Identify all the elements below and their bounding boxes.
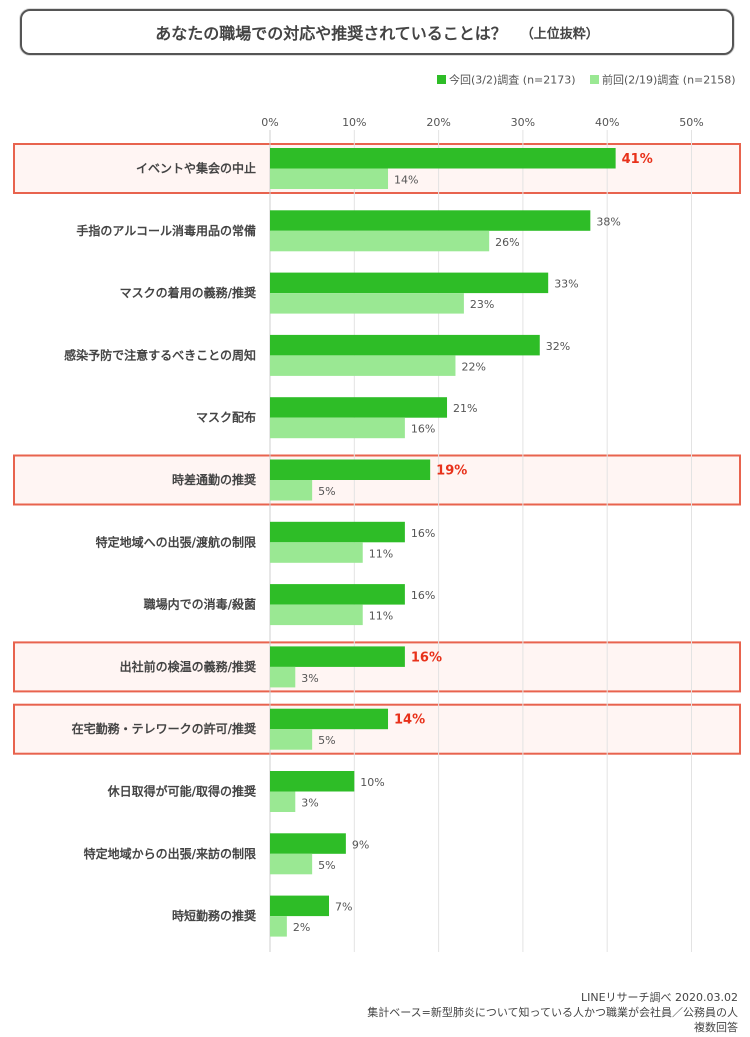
- bar-current: [270, 210, 591, 231]
- data-label-current: 32%: [546, 340, 570, 353]
- bar-previous: [270, 542, 363, 563]
- data-label-previous: 26%: [495, 236, 519, 249]
- base-note: 集計ベース=新型肺炎について知っている人かつ職業が会社員／公務員の人: [367, 1006, 738, 1019]
- bar-current: [270, 646, 405, 667]
- category-label: 時差通勤の推奨: [172, 472, 257, 487]
- data-label-previous: 23%: [470, 298, 494, 311]
- data-label-current: 9%: [352, 838, 369, 851]
- bar-previous: [270, 168, 389, 189]
- bar-previous: [270, 355, 456, 376]
- chart-title: あなたの職場での対応や推奨されていることは？: [155, 24, 507, 43]
- data-label-current: 7%: [335, 901, 352, 914]
- bar-current: [270, 521, 405, 543]
- category-label: 職場内での消毒/殺菌: [144, 597, 256, 612]
- source-note: LINEリサーチ調べ 2020.03.02: [580, 991, 738, 1004]
- category-label: 特定地域への出張/渡航の制限: [96, 534, 256, 549]
- bar-current: [270, 459, 431, 480]
- x-tick-label: 10%: [342, 116, 366, 129]
- data-label-current: 16%: [411, 589, 435, 602]
- data-label-current: 41%: [622, 152, 653, 167]
- bar-previous: [270, 853, 313, 875]
- bar-previous: [270, 666, 296, 688]
- legend-label: 今回(3/2)調査 (n=2173): [449, 73, 576, 87]
- category-label: 時短勤務の推奨: [172, 908, 257, 923]
- category-label: マスク配布: [196, 410, 256, 425]
- data-label-previous: 5%: [318, 859, 335, 872]
- category-label: 手指のアルコール消毒用品の常備: [76, 223, 256, 238]
- footnotes: LINEリサーチ調べ 2020.03.02 集計ベース=新型肺炎について知ってい…: [367, 990, 738, 1035]
- bar-current: [270, 397, 448, 418]
- category-label: 特定地域からの出張/来訪の制限: [84, 846, 256, 861]
- bar-current: [270, 584, 405, 605]
- x-tick-label: 0%: [261, 116, 278, 129]
- data-label-current: 21%: [453, 402, 477, 415]
- data-label-previous: 5%: [318, 734, 335, 747]
- data-label-previous: 3%: [301, 797, 318, 810]
- category-label: 在宅勤務・テレワークの許可/推奨: [72, 721, 257, 736]
- x-tick-label: 30%: [511, 116, 535, 129]
- bar-previous: [270, 417, 405, 439]
- data-label-previous: 14%: [394, 174, 418, 187]
- category-label: 出社前の検温の義務/推奨: [120, 659, 257, 674]
- legend-label: 前回(2/19)調査 (n=2158): [602, 73, 736, 87]
- data-label-current: 16%: [411, 650, 442, 665]
- bar-previous: [270, 604, 363, 626]
- category-label: イベントや集会の中止: [136, 161, 256, 176]
- multiple-answer-note: 複数回答: [694, 1021, 738, 1034]
- bar-current: [270, 272, 549, 294]
- data-label-previous: 11%: [369, 610, 393, 623]
- category-label: 感染予防で注意するべきことの周知: [64, 347, 256, 362]
- bar-current: [270, 833, 346, 854]
- bar-previous: [270, 480, 313, 501]
- data-label-previous: 2%: [293, 921, 310, 934]
- data-label-previous: 16%: [411, 423, 435, 436]
- category-label: マスクの着用の義務/推奨: [120, 285, 257, 300]
- bar-previous: [270, 729, 313, 750]
- data-label-previous: 11%: [369, 547, 393, 560]
- bar-previous: [270, 230, 490, 252]
- data-label-current: 33%: [554, 278, 578, 291]
- x-tick-label: 50%: [679, 116, 703, 129]
- bar-current: [270, 334, 540, 356]
- data-label-current: 14%: [394, 713, 425, 728]
- category-label: 休日取得が可能/取得の推奨: [107, 784, 257, 799]
- data-label-current: 19%: [436, 464, 467, 479]
- data-label-previous: 22%: [461, 360, 485, 373]
- data-label-previous: 3%: [301, 672, 318, 685]
- bar-previous: [270, 791, 296, 812]
- data-label-current: 16%: [411, 527, 435, 540]
- bar-current: [270, 148, 616, 169]
- x-tick-label: 40%: [595, 116, 619, 129]
- bar-current: [270, 708, 389, 730]
- bar-previous: [270, 293, 464, 314]
- bar-current: [270, 895, 330, 917]
- chart-subtitle: （上位抜粋）: [520, 26, 599, 42]
- bar-current: [270, 771, 355, 792]
- data-label-current: 38%: [596, 215, 620, 228]
- legend-swatch: [437, 75, 446, 84]
- bar-previous: [270, 916, 287, 937]
- x-tick-label: 20%: [426, 116, 450, 129]
- data-label-current: 10%: [360, 776, 384, 789]
- data-label-previous: 5%: [318, 485, 335, 498]
- chart-title-box: あなたの職場での対応や推奨されていることは？ （上位抜粋）: [20, 9, 734, 55]
- legend-swatch: [590, 75, 599, 84]
